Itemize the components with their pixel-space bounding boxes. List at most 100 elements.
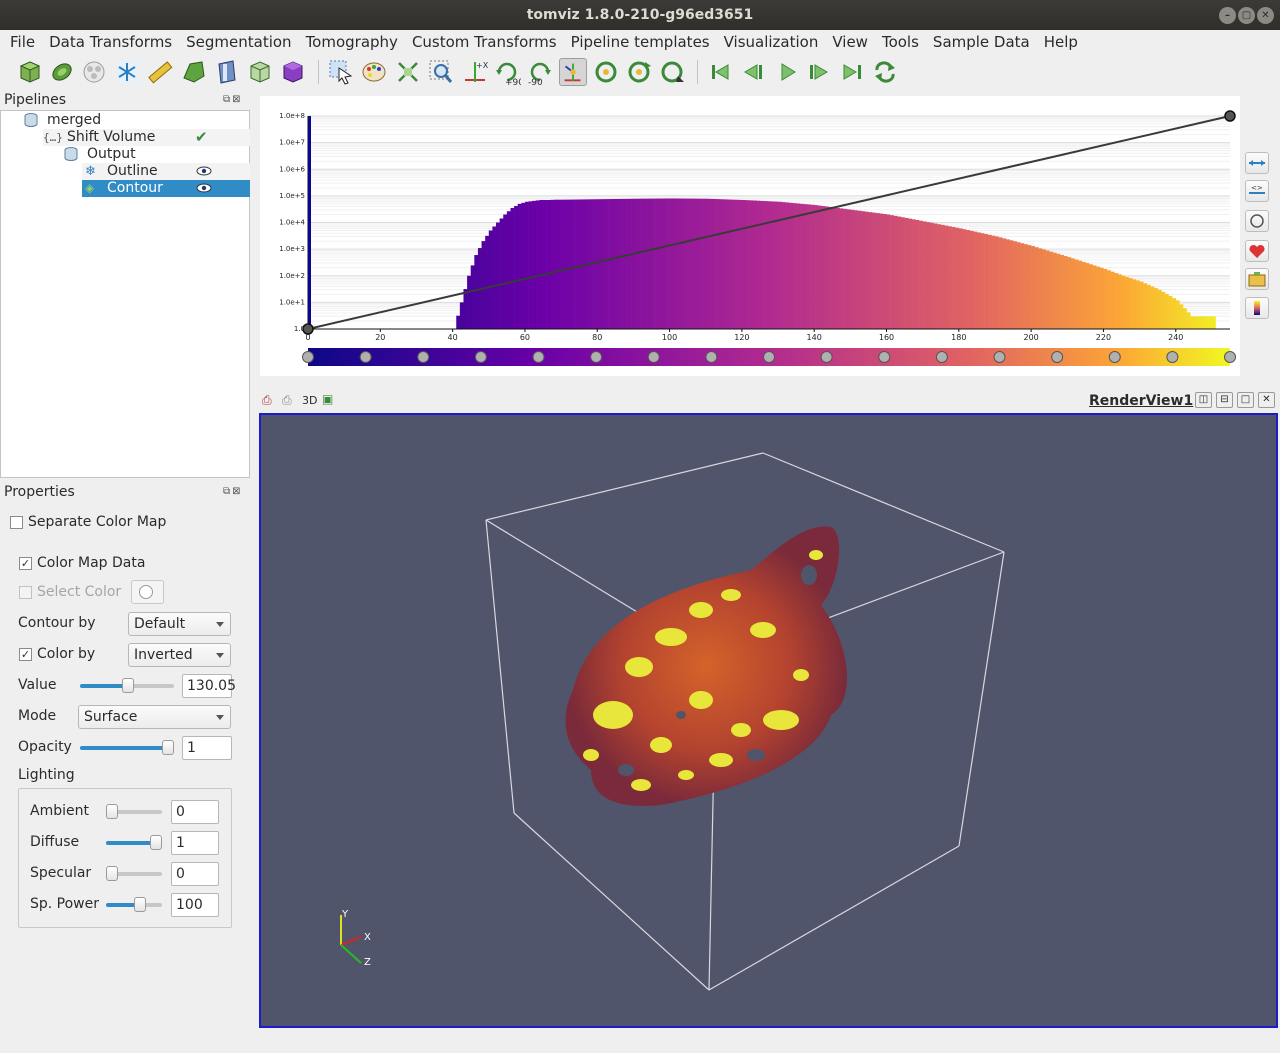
eye-icon[interactable]	[196, 183, 212, 193]
reset-camera-icon[interactable]	[394, 58, 422, 86]
histogram-bar	[1067, 257, 1072, 329]
capture-icon[interactable]: ⎙	[262, 393, 272, 407]
x-tick-label: 120	[734, 333, 749, 342]
menu-segmentation[interactable]: Segmentation	[186, 33, 292, 51]
specular-input[interactable]: 0	[171, 862, 219, 886]
colormap-nodes[interactable]	[302, 351, 1236, 363]
axes-icon[interactable]: +X	[461, 58, 489, 86]
menu-tomography[interactable]: Tomography	[305, 33, 398, 51]
pipeline-item-outline[interactable]: ❄ Outline	[82, 163, 250, 180]
render-view-title[interactable]: RenderView1	[1089, 393, 1194, 409]
opacity-slider[interactable]	[80, 740, 174, 755]
reset-icon[interactable]	[48, 58, 76, 86]
histogram-editor[interactable]: 1.0 1.0e+1 1.0e+2 1.0e+3 1.0e+4 1.0e+5 1.0e+6 1…	[260, 96, 1240, 376]
float-icon[interactable]: ⧉	[223, 94, 233, 105]
diffuse-slider[interactable]	[106, 835, 162, 850]
load-preset-icon[interactable]	[1245, 268, 1269, 290]
close-view-icon[interactable]: ✕	[1258, 392, 1275, 408]
fit-range-icon[interactable]	[1245, 152, 1269, 174]
previous-frame-icon[interactable]	[739, 58, 767, 86]
contour-by-select[interactable]: Default	[128, 612, 231, 636]
ambient-input[interactable]: 0	[171, 800, 219, 824]
menu-help[interactable]: Help	[1043, 33, 1078, 51]
render-scene[interactable]: Y X Z	[261, 415, 1276, 1026]
value-slider[interactable]	[80, 678, 174, 693]
float-icon[interactable]: ⧉	[223, 486, 233, 497]
slider-handle[interactable]	[150, 835, 162, 850]
menu-file[interactable]: File	[10, 33, 36, 51]
histogram-chart[interactable]: 1.0 1.0e+1 1.0e+2 1.0e+3 1.0e+4 1.0e+5 1.0e+6 1…	[260, 96, 1240, 376]
rotate-plus90-icon[interactable]: +90	[493, 58, 521, 86]
minimize-button[interactable]: –	[1219, 7, 1236, 24]
cube-outline-icon[interactable]	[246, 58, 274, 86]
maximize-view-icon[interactable]: □	[1237, 392, 1254, 408]
specular-slider[interactable]	[106, 866, 162, 881]
histogram-bar	[655, 198, 660, 329]
menu-visualization[interactable]: Visualization	[723, 33, 819, 51]
first-frame-icon[interactable]	[706, 58, 734, 86]
camera-icon[interactable]: ▣	[322, 392, 334, 406]
shape-icon[interactable]	[180, 58, 208, 86]
menu-view[interactable]: View	[832, 33, 868, 51]
pipeline-item-contour[interactable]: ◈ Contour	[82, 180, 250, 197]
rotation-y-icon[interactable]	[625, 58, 653, 86]
pipeline-item-shift-volume[interactable]: {…} Shift Volume ✔	[43, 129, 250, 146]
next-frame-icon[interactable]	[805, 58, 833, 86]
loop-icon[interactable]	[871, 58, 899, 86]
slider-handle[interactable]	[106, 866, 118, 881]
play-icon[interactable]	[773, 58, 801, 86]
ambient-slider[interactable]	[106, 804, 162, 819]
separate-color-map-checkbox[interactable]	[10, 516, 23, 529]
palette-icon[interactable]	[361, 58, 389, 86]
zoom-to-box-icon[interactable]	[427, 58, 455, 86]
last-frame-icon[interactable]	[838, 58, 866, 86]
gradient-opacity-icon[interactable]	[1245, 210, 1269, 232]
split-horizontal-icon[interactable]: ◫	[1195, 392, 1212, 408]
split-vertical-icon[interactable]: ⊟	[1216, 392, 1233, 408]
diffuse-input[interactable]: 1	[171, 831, 219, 855]
pipelines-dock-controls[interactable]: ⧉⊠	[223, 94, 243, 105]
menu-custom-transforms[interactable]: Custom Transforms	[411, 33, 557, 51]
custom-range-icon[interactable]: <>	[1245, 180, 1269, 202]
center-rotation-icon[interactable]	[559, 58, 587, 86]
close-icon[interactable]: ⊠	[232, 94, 243, 105]
snowflake-icon[interactable]	[113, 58, 141, 86]
mode-select[interactable]: Surface	[78, 705, 231, 729]
rotate-minus90-icon[interactable]: -90	[526, 58, 554, 86]
menu-data-transforms[interactable]: Data Transforms	[49, 33, 173, 51]
close-button[interactable]: ✕	[1257, 7, 1274, 24]
slice-icon[interactable]	[213, 58, 241, 86]
sp-power-input[interactable]: 100	[171, 893, 219, 917]
save-preset-icon[interactable]	[1245, 240, 1269, 262]
rotation-z-icon[interactable]	[658, 58, 686, 86]
properties-dock-controls[interactable]: ⧉⊠	[223, 486, 243, 497]
histogram-bar	[976, 232, 981, 329]
slider-handle[interactable]	[106, 804, 118, 819]
color-legend-icon[interactable]	[1245, 297, 1269, 319]
cubes-icon[interactable]	[80, 58, 108, 86]
open-data-icon[interactable]	[16, 58, 44, 86]
color-by-checkbox[interactable]: ✓	[19, 648, 32, 661]
opacity-function-line[interactable]	[302, 110, 1236, 335]
volume-icon[interactable]	[279, 58, 307, 86]
menu-sample-data[interactable]: Sample Data	[932, 33, 1030, 51]
maximize-button[interactable]: ▢	[1238, 7, 1255, 24]
color-by-select[interactable]: Inverted	[128, 643, 231, 667]
slider-handle[interactable]	[133, 897, 146, 912]
rotation-x-icon[interactable]	[592, 58, 620, 86]
projection-mode-toggle[interactable]: 3D	[302, 394, 318, 407]
render-view-canvas[interactable]: Y X Z	[259, 413, 1278, 1028]
slider-handle[interactable]	[121, 678, 134, 693]
color-map-data-checkbox[interactable]: ✓	[19, 557, 32, 570]
close-icon[interactable]: ⊠	[232, 486, 243, 497]
slider-handle[interactable]	[162, 740, 174, 755]
menu-pipeline-templates[interactable]: Pipeline templates	[570, 33, 710, 51]
eye-icon[interactable]	[196, 166, 212, 176]
menu-tools[interactable]: Tools	[881, 33, 919, 51]
opacity-input[interactable]: 1	[182, 736, 232, 760]
interaction-icon[interactable]: ⎙	[282, 393, 292, 407]
select-icon[interactable]	[327, 58, 355, 86]
ruler-icon[interactable]	[146, 58, 174, 86]
sp-power-slider[interactable]	[106, 897, 162, 912]
value-input[interactable]: 130.05	[182, 674, 236, 698]
